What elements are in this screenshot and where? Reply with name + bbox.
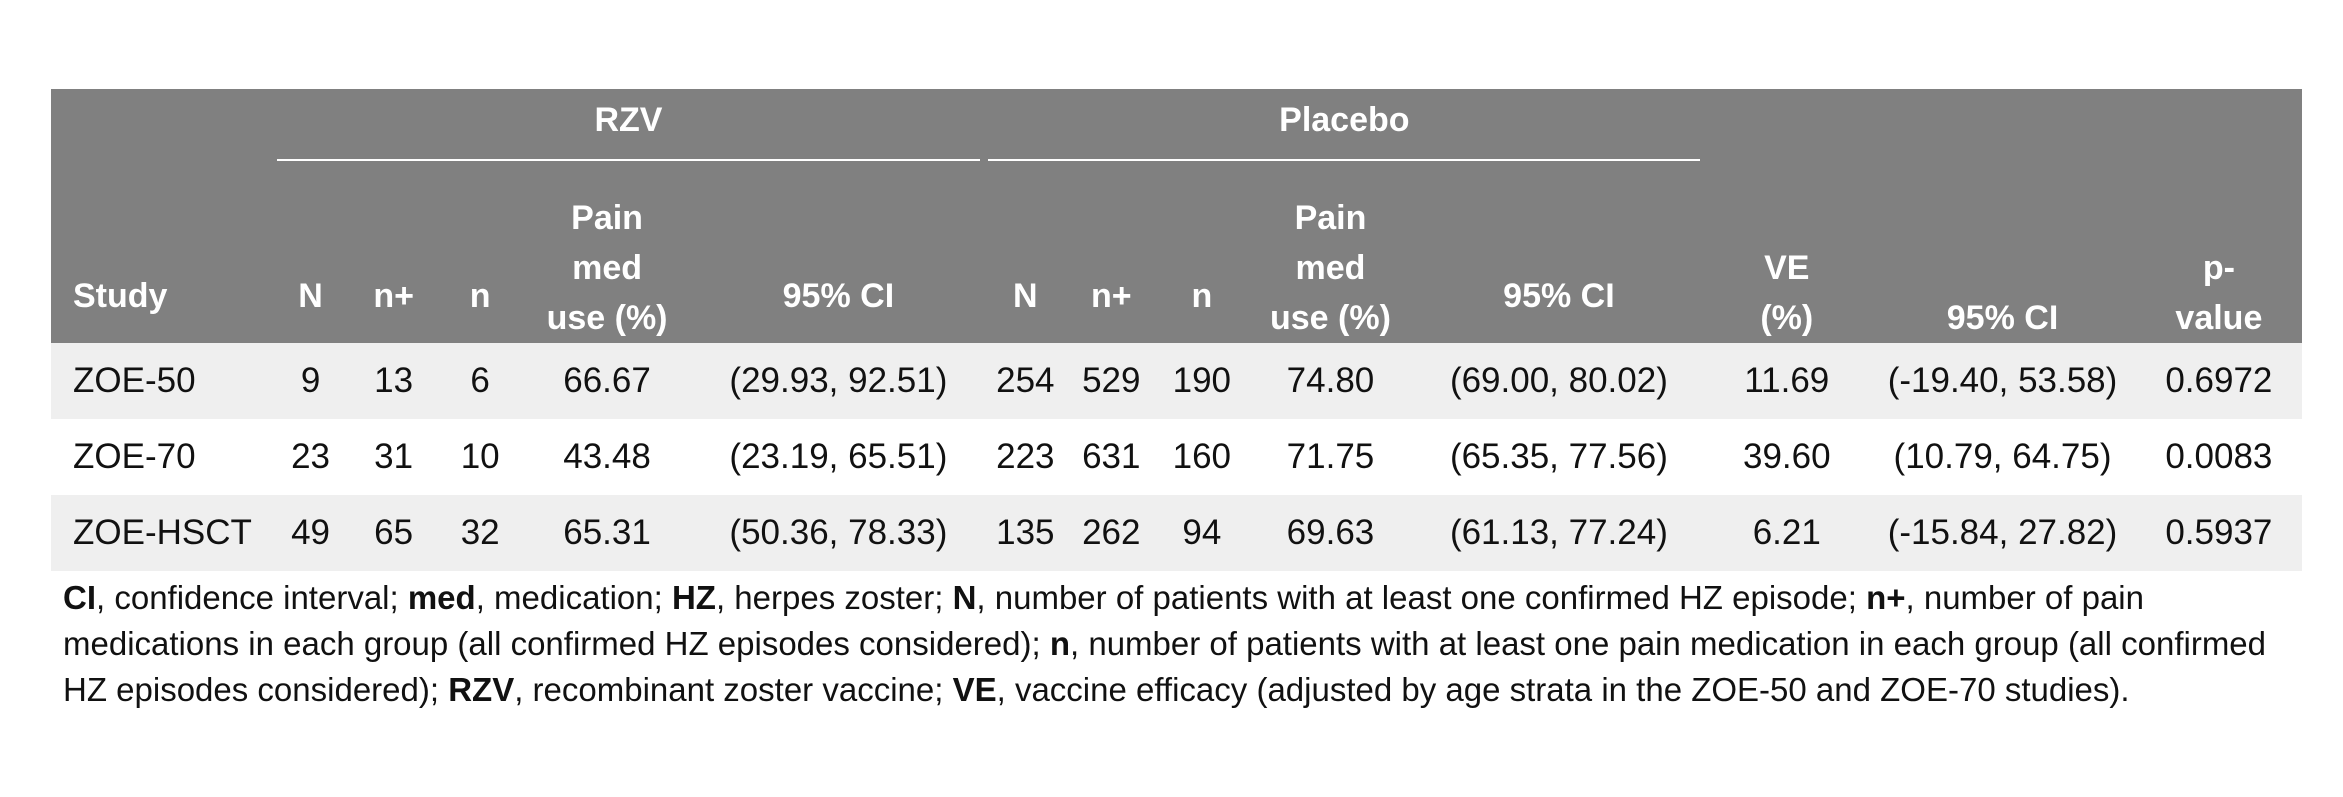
- results-table: RZV Placebo Study N n+ n Pain med use (%…: [51, 89, 2302, 571]
- cell-rzv-ci: (23.19, 65.51): [729, 437, 948, 476]
- header-pl-pain: Pain med use (%): [1247, 167, 1414, 343]
- group-underline-rzv: [276, 159, 981, 161]
- cell-rzv-ci: (29.93, 92.51): [692, 343, 985, 419]
- header-pl-n: n: [1156, 167, 1248, 343]
- cell-pl-pain: 74.80: [1247, 343, 1414, 419]
- cell-pl-N: 223: [996, 437, 1055, 476]
- header-ve-line2: (%): [1760, 299, 1814, 337]
- cell-ve-ci: (10.79, 64.75): [1893, 437, 2112, 476]
- group-header-rzv: RZV: [272, 89, 985, 167]
- cell-pl-ci: (61.13, 77.24): [1413, 495, 1705, 571]
- legend-term-med: med: [407, 579, 476, 616]
- legend-def-med: , medication;: [475, 579, 672, 616]
- header-pl-pain-line2: med: [1295, 249, 1366, 287]
- cell-rzv-ci: (50.36, 78.33): [692, 495, 985, 571]
- legend-def-rzv: , recombinant zoster vaccine;: [514, 671, 953, 708]
- legend-term-n: n: [1049, 625, 1070, 662]
- cell-rzv-pain: 43.48: [563, 437, 651, 476]
- header-p-line2: value: [2175, 299, 2263, 337]
- group-header-placebo: Placebo: [984, 89, 1705, 167]
- header-rzv-n: n: [438, 167, 522, 343]
- legend-def-hz: , herpes zoster;: [715, 579, 953, 616]
- legend-def-N: , number of patients with at least one c…: [976, 579, 1867, 616]
- cell-pl-pain: 71.75: [1286, 437, 1375, 476]
- group-spacer-right: [1704, 89, 2302, 167]
- cell-rzv-pain: 66.67: [521, 343, 693, 419]
- header-pl-pain-line3: use (%): [1270, 299, 1391, 337]
- header-rzv-nplus: n+: [348, 167, 439, 343]
- table-footnote: CI, confidence interval; med, medication…: [51, 575, 2302, 713]
- cell-pl-ci: (69.00, 80.02): [1413, 343, 1705, 419]
- legend-def-ci: , confidence interval;: [96, 579, 408, 616]
- document: RZV Placebo Study N n+ n Pain med use (%…: [51, 89, 2302, 746]
- header-rzv-pain-line3: use (%): [546, 299, 668, 337]
- cell-ve-ci: (-15.84, 27.82): [1869, 495, 2136, 571]
- group-header-row: RZV Placebo: [51, 89, 2302, 167]
- legend-term-nplus: n+: [1866, 579, 1906, 616]
- header-pl-pain-line1: Pain: [1294, 199, 1367, 237]
- legend-term-N: N: [952, 579, 977, 616]
- cell-pl-nplus: 529: [1066, 343, 1157, 419]
- legend-def-n: , number of patients with at least one p…: [63, 625, 2267, 708]
- header-rzv-pain: Pain med use (%): [521, 167, 693, 343]
- cell-rzv-N: 9: [272, 343, 349, 419]
- legend-term-hz: HZ: [671, 579, 716, 616]
- group-label-placebo: Placebo: [1279, 101, 1410, 139]
- cell-pl-N: 135: [984, 495, 1067, 571]
- cell-pl-n: 190: [1156, 343, 1248, 419]
- cell-p-value: 0.5937: [2135, 495, 2302, 571]
- group-label-rzv: RZV: [594, 101, 663, 139]
- cell-study: ZOE-HSCT: [51, 495, 273, 571]
- header-study: Study: [51, 167, 273, 343]
- header-rzv-pain-line1: Pain: [571, 199, 643, 237]
- cell-pl-n: 94: [1156, 495, 1248, 571]
- header-pl-N: N: [984, 167, 1067, 343]
- cell-ve: 6.21: [1704, 495, 1870, 571]
- header-rzv-pain-line2: med: [572, 249, 643, 287]
- header-p-line1: p-: [2202, 249, 2235, 287]
- cell-rzv-nplus: 13: [348, 343, 439, 419]
- header-pl-nplus: n+: [1066, 167, 1157, 343]
- header-rzv-N: N: [272, 167, 349, 343]
- header-pl-ci: 95% CI: [1413, 167, 1705, 343]
- cell-ve: 11.69: [1704, 343, 1870, 419]
- group-underline-placebo: [988, 159, 1701, 161]
- cell-study: ZOE-50: [51, 343, 273, 419]
- cell-rzv-N: 23: [291, 437, 331, 476]
- table-row: ZOE-50 9 13 6 66.67 (29.93, 92.51) 254 5…: [51, 343, 2302, 419]
- cell-ve: 39.60: [1742, 437, 1831, 476]
- cell-pl-nplus: 262: [1066, 495, 1157, 571]
- group-spacer: [51, 89, 273, 167]
- cell-pl-n: 160: [1172, 437, 1232, 476]
- cell-rzv-n: 6: [438, 343, 522, 419]
- cell-pl-N: 254: [984, 343, 1067, 419]
- column-header-row: Study N n+ n Pain med use (%) 95% CI N n…: [51, 167, 2302, 343]
- cell-pl-nplus: 631: [1082, 437, 1141, 476]
- table-row: ZOE-70 23 31 10 43.48 (23.19, 65.51) 223…: [51, 419, 2302, 495]
- cell-pl-pain: 69.63: [1247, 495, 1414, 571]
- cell-rzv-n: 32: [438, 495, 522, 571]
- table-row: ZOE-HSCT 49 65 32 65.31 (50.36, 78.33) 1…: [51, 495, 2302, 571]
- header-rzv-ci: 95% CI: [692, 167, 985, 343]
- header-p-value: p- value: [2135, 167, 2302, 343]
- header-ve-ci: 95% CI: [1869, 167, 2136, 343]
- cell-rzv-N: 49: [272, 495, 349, 571]
- header-ve-line1: VE: [1764, 249, 1810, 287]
- legend-def-ve: , vaccine efficacy (adjusted by age stra…: [996, 671, 2130, 708]
- header-ve: VE (%): [1704, 167, 1870, 343]
- cell-rzv-nplus: 31: [374, 437, 414, 476]
- cell-ve-ci: (-19.40, 53.58): [1869, 343, 2136, 419]
- cell-study: ZOE-70: [73, 437, 196, 476]
- cell-pl-ci: (65.35, 77.56): [1449, 437, 1668, 476]
- legend-term-ve: VE: [952, 671, 997, 708]
- cell-rzv-pain: 65.31: [521, 495, 693, 571]
- cell-p-value: 0.6972: [2135, 343, 2302, 419]
- legend-term-rzv: RZV: [448, 671, 515, 708]
- cell-p-value: 0.0083: [2165, 437, 2273, 476]
- legend-def-nplus: , number of pain medications in each gro…: [63, 579, 2144, 662]
- cell-rzv-nplus: 65: [348, 495, 439, 571]
- legend-term-ci: CI: [63, 579, 96, 616]
- cell-rzv-n: 10: [460, 437, 500, 476]
